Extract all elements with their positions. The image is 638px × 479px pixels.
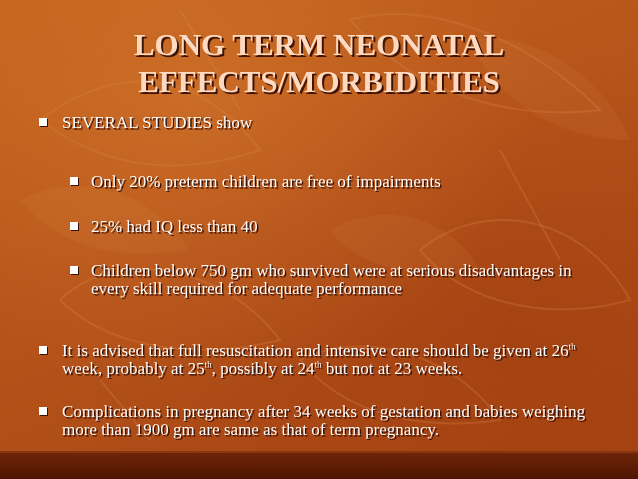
square-bullet-icon bbox=[39, 407, 47, 415]
bullet-text-line-2: week, probably at 25th, possibly at 24th… bbox=[62, 360, 462, 378]
slide-title: LONG TERM NEONATAL EFFECTS/MORBIDITIES bbox=[0, 26, 638, 100]
bullet-text-line-1: It is advised that full resuscitation an… bbox=[62, 342, 576, 360]
bullet-text: Only 20% preterm children are free of im… bbox=[91, 173, 441, 191]
list-item: SEVERAL STUDIES show bbox=[0, 114, 638, 134]
square-bullet-icon bbox=[70, 177, 78, 185]
square-bullet-icon bbox=[70, 222, 78, 230]
list-item: Only 20% preterm children are free of im… bbox=[0, 173, 638, 193]
bullet-text-line-1: Children below 750 gm who survived were … bbox=[91, 262, 572, 280]
bullet-text-line-2: more than 1900 gm are same as that of te… bbox=[62, 421, 439, 439]
list-item: Children below 750 gm who survived were … bbox=[0, 262, 638, 300]
list-item: Complications in pregnancy after 34 week… bbox=[0, 403, 638, 441]
square-bullet-icon bbox=[39, 118, 47, 126]
bullet-text: SEVERAL STUDIES show bbox=[62, 114, 252, 132]
bullet-text: 25% had IQ less than 40 bbox=[91, 218, 258, 236]
footer-band bbox=[0, 451, 638, 479]
bullet-text-line-1: Complications in pregnancy after 34 week… bbox=[62, 403, 585, 421]
square-bullet-icon bbox=[39, 346, 47, 354]
bullet-text-line-2: every skill required for adequate perfor… bbox=[91, 280, 402, 298]
list-item: 25% had IQ less than 40 bbox=[0, 218, 638, 238]
title-line-1: LONG TERM NEONATAL bbox=[0, 26, 638, 63]
title-line-2: EFFECTS/MORBIDITIES bbox=[0, 63, 638, 100]
list-item: It is advised that full resuscitation an… bbox=[0, 342, 638, 380]
square-bullet-icon bbox=[70, 266, 78, 274]
